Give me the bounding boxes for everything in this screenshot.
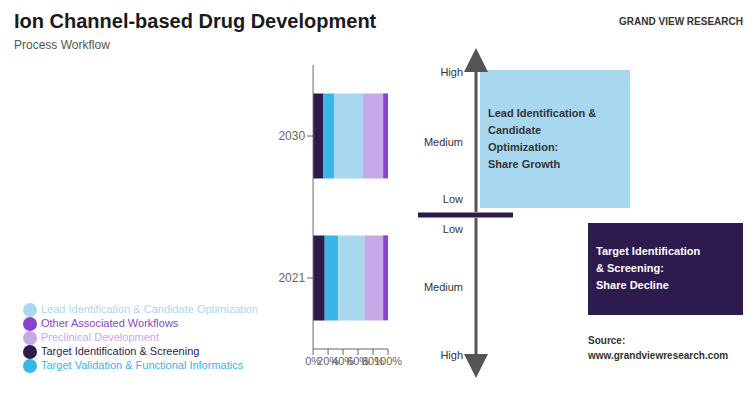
html-text:Ion Channel-based Drug Develop: Ion Channel-based Drug Development <box>14 10 377 32</box>
svg-text:High: High <box>440 66 463 78</box>
svg-text:Medium: Medium <box>424 281 463 293</box>
html-text:Lead Identification & Candidat: Lead Identification & Candidate Optimiza… <box>41 302 259 315</box>
svg-text:Target Identification& Screeni: Target Identification& Screening:Share D… <box>596 245 701 291</box>
html-text:Preclinical Development: Preclinical Development <box>41 330 159 343</box>
html-text:Process Workflow: Process Workflow <box>14 38 110 52</box>
svg-text:0%: 0% <box>305 354 321 367</box>
html-text:Target Identification & Screen: Target Identification & Screening <box>41 344 200 357</box>
svg-text:60%: 60% <box>347 354 369 367</box>
svg-text:Low: Low <box>443 193 463 205</box>
svg-text:20%: 20% <box>317 354 340 367</box>
html-text:Other Associated Workflows: Other Associated Workflows <box>41 316 179 329</box>
svg-text:Medium: Medium <box>424 136 463 148</box>
svg-text:2021: 2021 <box>278 271 305 285</box>
svg-text:2030: 2030 <box>278 129 305 143</box>
svg-text:40%: 40% <box>332 354 355 367</box>
html-text:GRAND VIEW RESEARCH: GRAND VIEW RESEARCH <box>619 16 743 27</box>
svg-text:High: High <box>440 349 463 361</box>
svg-text:Source:www.grandviewresearch.c: Source:www.grandviewresearch.com <box>587 334 728 360</box>
svg-text:Lead Identification &Candidate: Lead Identification &CandidateOptimizati… <box>488 106 596 169</box>
html-text:Target Validation & Functional: Target Validation & Functional Informati… <box>41 358 244 371</box>
svg-text:Low: Low <box>443 223 463 235</box>
svg-text:100%: 100% <box>374 355 402 367</box>
